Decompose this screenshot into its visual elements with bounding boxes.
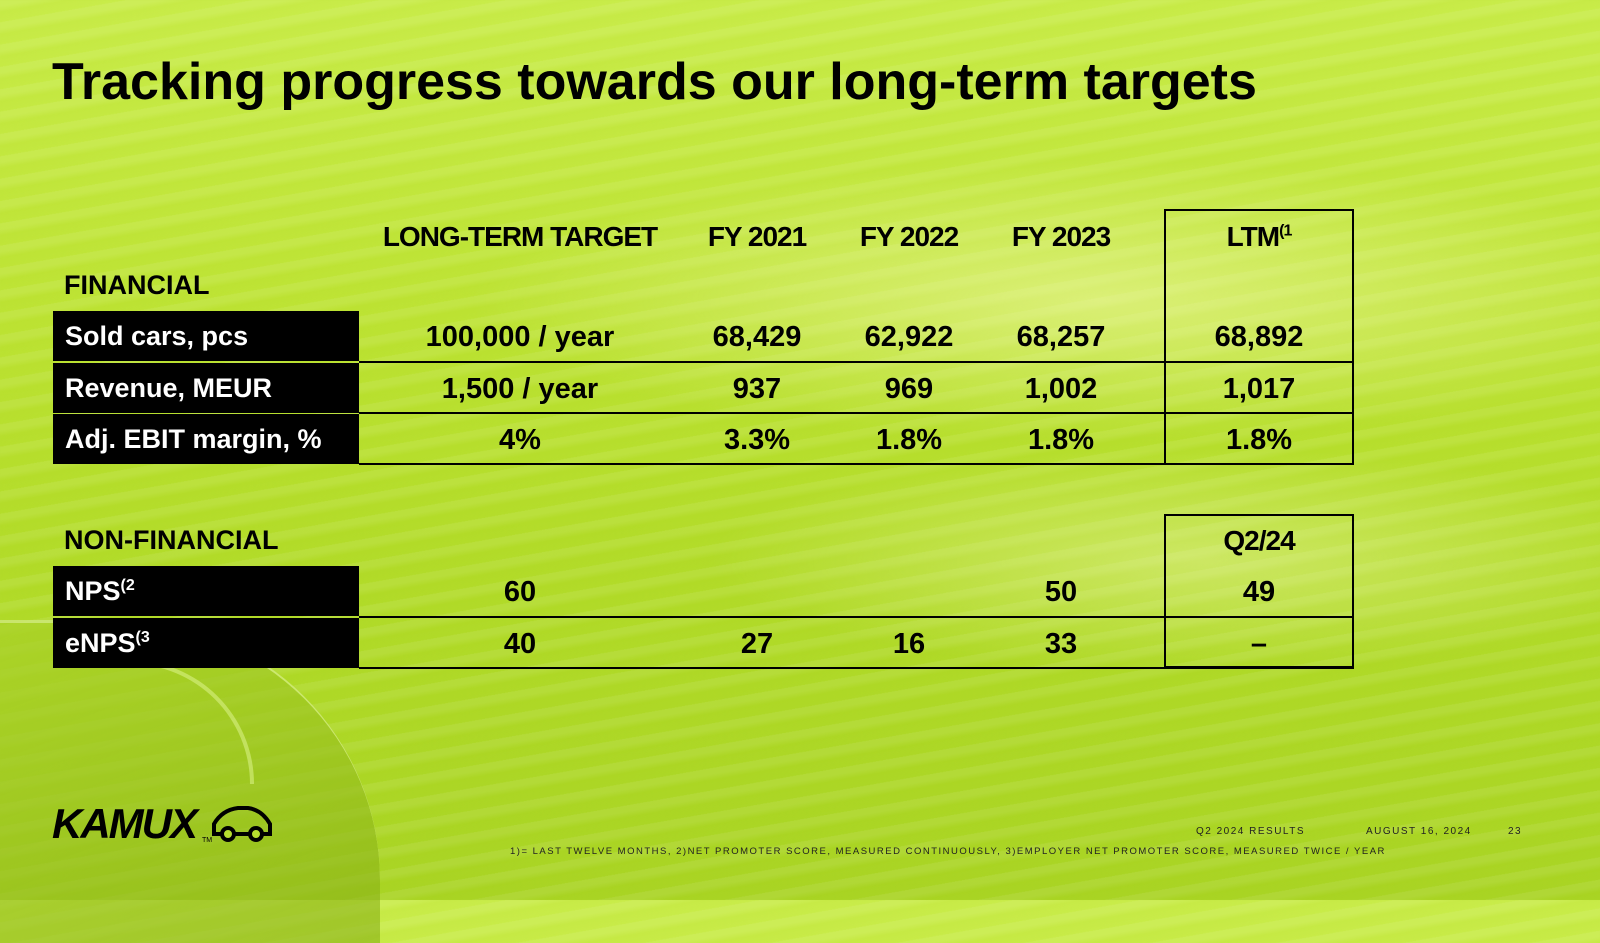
cell-enps-fy2021: 27	[740, 628, 774, 660]
cell-sold-cars-ltm: 68,892	[1214, 321, 1304, 353]
cell-sold-cars-fy2022: 62,922	[864, 321, 954, 353]
header-ltm: LTM(1	[1166, 221, 1352, 253]
cell-ebit-target: 4%	[499, 424, 541, 456]
cell-revenue-fy2021: 937	[732, 373, 782, 405]
header-fy2022: FY 2022	[859, 221, 959, 252]
row-divider	[359, 616, 1354, 618]
cell-enps-fy2023: 33	[1044, 628, 1078, 660]
row-label-revenue: Revenue, MEUR	[53, 363, 359, 413]
cell-nps-fy2022	[834, 566, 984, 616]
footer-page-number: 23	[1508, 826, 1523, 837]
cell-sold-cars-fy2021: 68,429	[712, 321, 802, 353]
footer-report: Q2 2024 RESULTS	[1196, 826, 1306, 837]
row-label-nps-text: NPS	[65, 576, 121, 606]
header-fy2023: FY 2023	[1011, 221, 1111, 252]
cell-revenue-fy2023: 1,002	[1024, 373, 1098, 405]
cell-revenue-ltm: 1,017	[1222, 373, 1296, 405]
cell-ebit-ltm: 1.8%	[1225, 424, 1293, 456]
cell-sold-cars-fy2023: 68,257	[1016, 321, 1106, 353]
cell-ebit-fy2023: 1.8%	[1027, 424, 1095, 456]
cell-enps-latest: –	[1250, 628, 1268, 660]
footer-date: AUGUST 16, 2024	[1366, 826, 1472, 837]
header-q2-24: Q2/24	[1223, 525, 1295, 556]
cell-nps-target: 60	[503, 576, 537, 608]
section-financial: FINANCIAL	[64, 270, 210, 300]
cell-nps-fy2023: 50	[1044, 576, 1078, 608]
header-ltm-label: LTM	[1226, 221, 1280, 252]
kamux-logo-wordmark: KAMUX	[52, 800, 201, 844]
row-label-nps-note: (2	[120, 577, 135, 594]
footer-notes: 1)= LAST TWELVE MONTHS, 2)NET PROMOTER S…	[510, 846, 1386, 857]
header-fy2021: FY 2021	[707, 221, 807, 252]
header-ltm-note: (1	[1279, 222, 1292, 240]
cell-ebit-fy2022: 1.8%	[875, 424, 943, 456]
cell-enps-fy2022: 16	[892, 628, 926, 660]
cell-enps-target: 40	[503, 628, 537, 660]
cell-ebit-fy2021: 3.3%	[723, 424, 791, 456]
page-title: Tracking progress towards our long-term …	[52, 53, 1257, 111]
car-icon	[212, 806, 272, 842]
row-label-nps: NPS(2	[53, 566, 359, 616]
cell-nps-latest: 49	[1242, 576, 1276, 608]
cell-nps-fy2021	[682, 566, 832, 616]
row-label-enps-text: eNPS	[65, 628, 136, 658]
kamux-logo: KAMUX TM	[52, 800, 272, 844]
kamux-logo-tm: TM	[202, 837, 212, 844]
row-label-enps-note: (3	[135, 629, 150, 646]
row-label-adj-ebit-margin: Adj. EBIT margin, %	[53, 414, 359, 464]
cell-revenue-fy2022: 969	[884, 373, 934, 405]
cell-revenue-target: 1,500 / year	[441, 373, 599, 405]
row-label-sold-cars: Sold cars, pcs	[53, 311, 359, 361]
section-non-financial: NON-FINANCIAL	[64, 525, 279, 555]
cell-sold-cars-target: 100,000 / year	[425, 321, 615, 353]
row-divider	[359, 667, 1354, 669]
header-long-term-target: LONG-TERM TARGET	[382, 221, 658, 252]
row-label-enps: eNPS(3	[53, 618, 359, 668]
row-divider	[359, 412, 1354, 414]
row-divider	[359, 463, 1354, 465]
row-divider	[359, 361, 1354, 363]
